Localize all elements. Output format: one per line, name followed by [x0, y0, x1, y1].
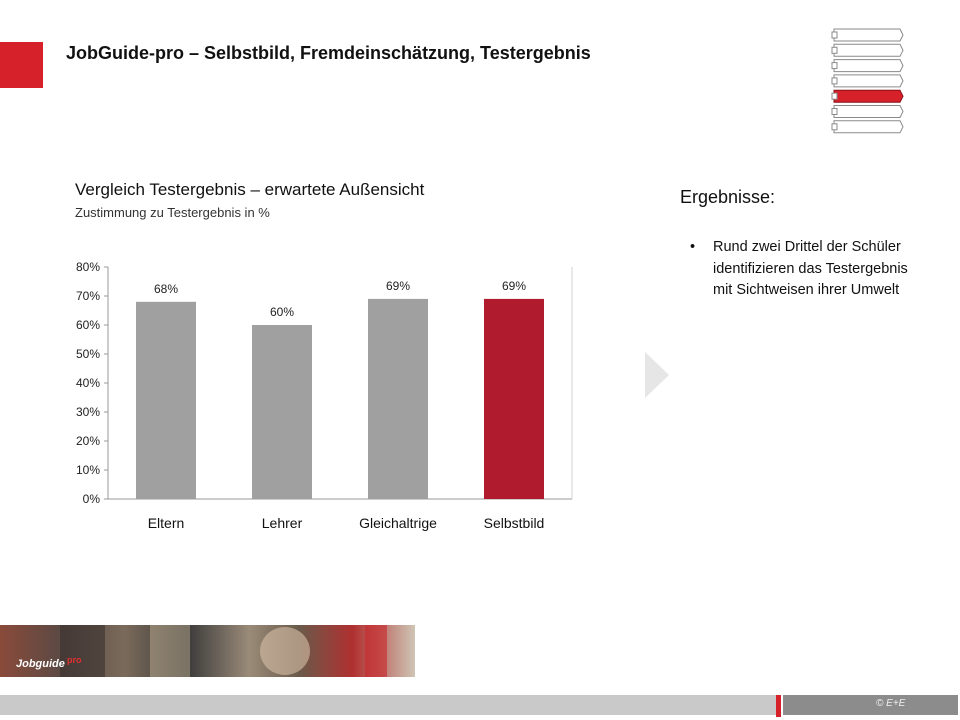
bar [368, 298, 428, 499]
page-title: JobGuide-pro – Selbstbild, Fremdeinschät… [66, 43, 591, 63]
logo-suffix: pro [67, 655, 82, 665]
data-label: 69% [386, 279, 410, 293]
progress-step [831, 89, 904, 103]
footer-bar: © E+E [0, 695, 960, 720]
y-tick-label: 70% [76, 289, 100, 303]
x-tick-label: Lehrer [262, 515, 303, 531]
bar [252, 325, 312, 499]
results-item: • Rund zwei Drittel der Schüler identifi… [690, 237, 910, 302]
footer-red-mark [776, 695, 781, 717]
data-label: 68% [154, 282, 178, 296]
footer-dark-bar [783, 695, 958, 715]
data-label: 60% [270, 305, 294, 319]
results-title: Ergebnisse: [680, 187, 776, 207]
y-tick-label: 50% [76, 347, 100, 361]
progress-step [831, 43, 904, 57]
x-tick-label: Gleichaltrige [359, 515, 437, 531]
photo-strip-image: Jobguide pro [0, 625, 415, 677]
header-accent-block [0, 42, 43, 88]
y-tick-label: 10% [76, 463, 100, 477]
y-tick-label: 0% [83, 492, 101, 506]
y-tick-label: 20% [76, 434, 100, 448]
chart-title: Vergleich Testergebnis – erwartete Außen… [75, 180, 425, 199]
bar-chart: 0% 10% 20% 30% 40% 50% 60% 70% 80% 68% Eltern 60% Le… [76, 260, 573, 531]
y-tick-label: 80% [76, 260, 100, 274]
bar [136, 301, 196, 499]
x-tick-label: Selbstbild [484, 515, 545, 531]
footer-gray-bar [0, 695, 778, 715]
progress-step [831, 59, 904, 73]
bullet-icon: • [690, 239, 696, 255]
y-tick-label: 30% [76, 405, 100, 419]
progress-step [831, 120, 904, 134]
bar [484, 298, 544, 499]
results-item-text: Rund zwei Drittel der Schüler identifizi… [713, 239, 908, 298]
data-label: 69% [502, 279, 526, 293]
y-tick-label: 40% [76, 376, 100, 390]
footer-copyright: © E+E [876, 698, 906, 709]
x-tick-label: Eltern [148, 515, 185, 531]
chevron-right-icon [645, 352, 669, 398]
progress-step [831, 74, 904, 88]
logo-text: Jobguide [16, 658, 65, 670]
chart-subtitle: Zustimmung zu Testergebnis in % [75, 205, 270, 220]
results-list: • Rund zwei Drittel der Schüler identifi… [690, 237, 910, 302]
y-tick-label: 60% [76, 318, 100, 332]
progress-nav [831, 28, 904, 134]
progress-step [831, 105, 904, 118]
progress-step [831, 28, 904, 42]
